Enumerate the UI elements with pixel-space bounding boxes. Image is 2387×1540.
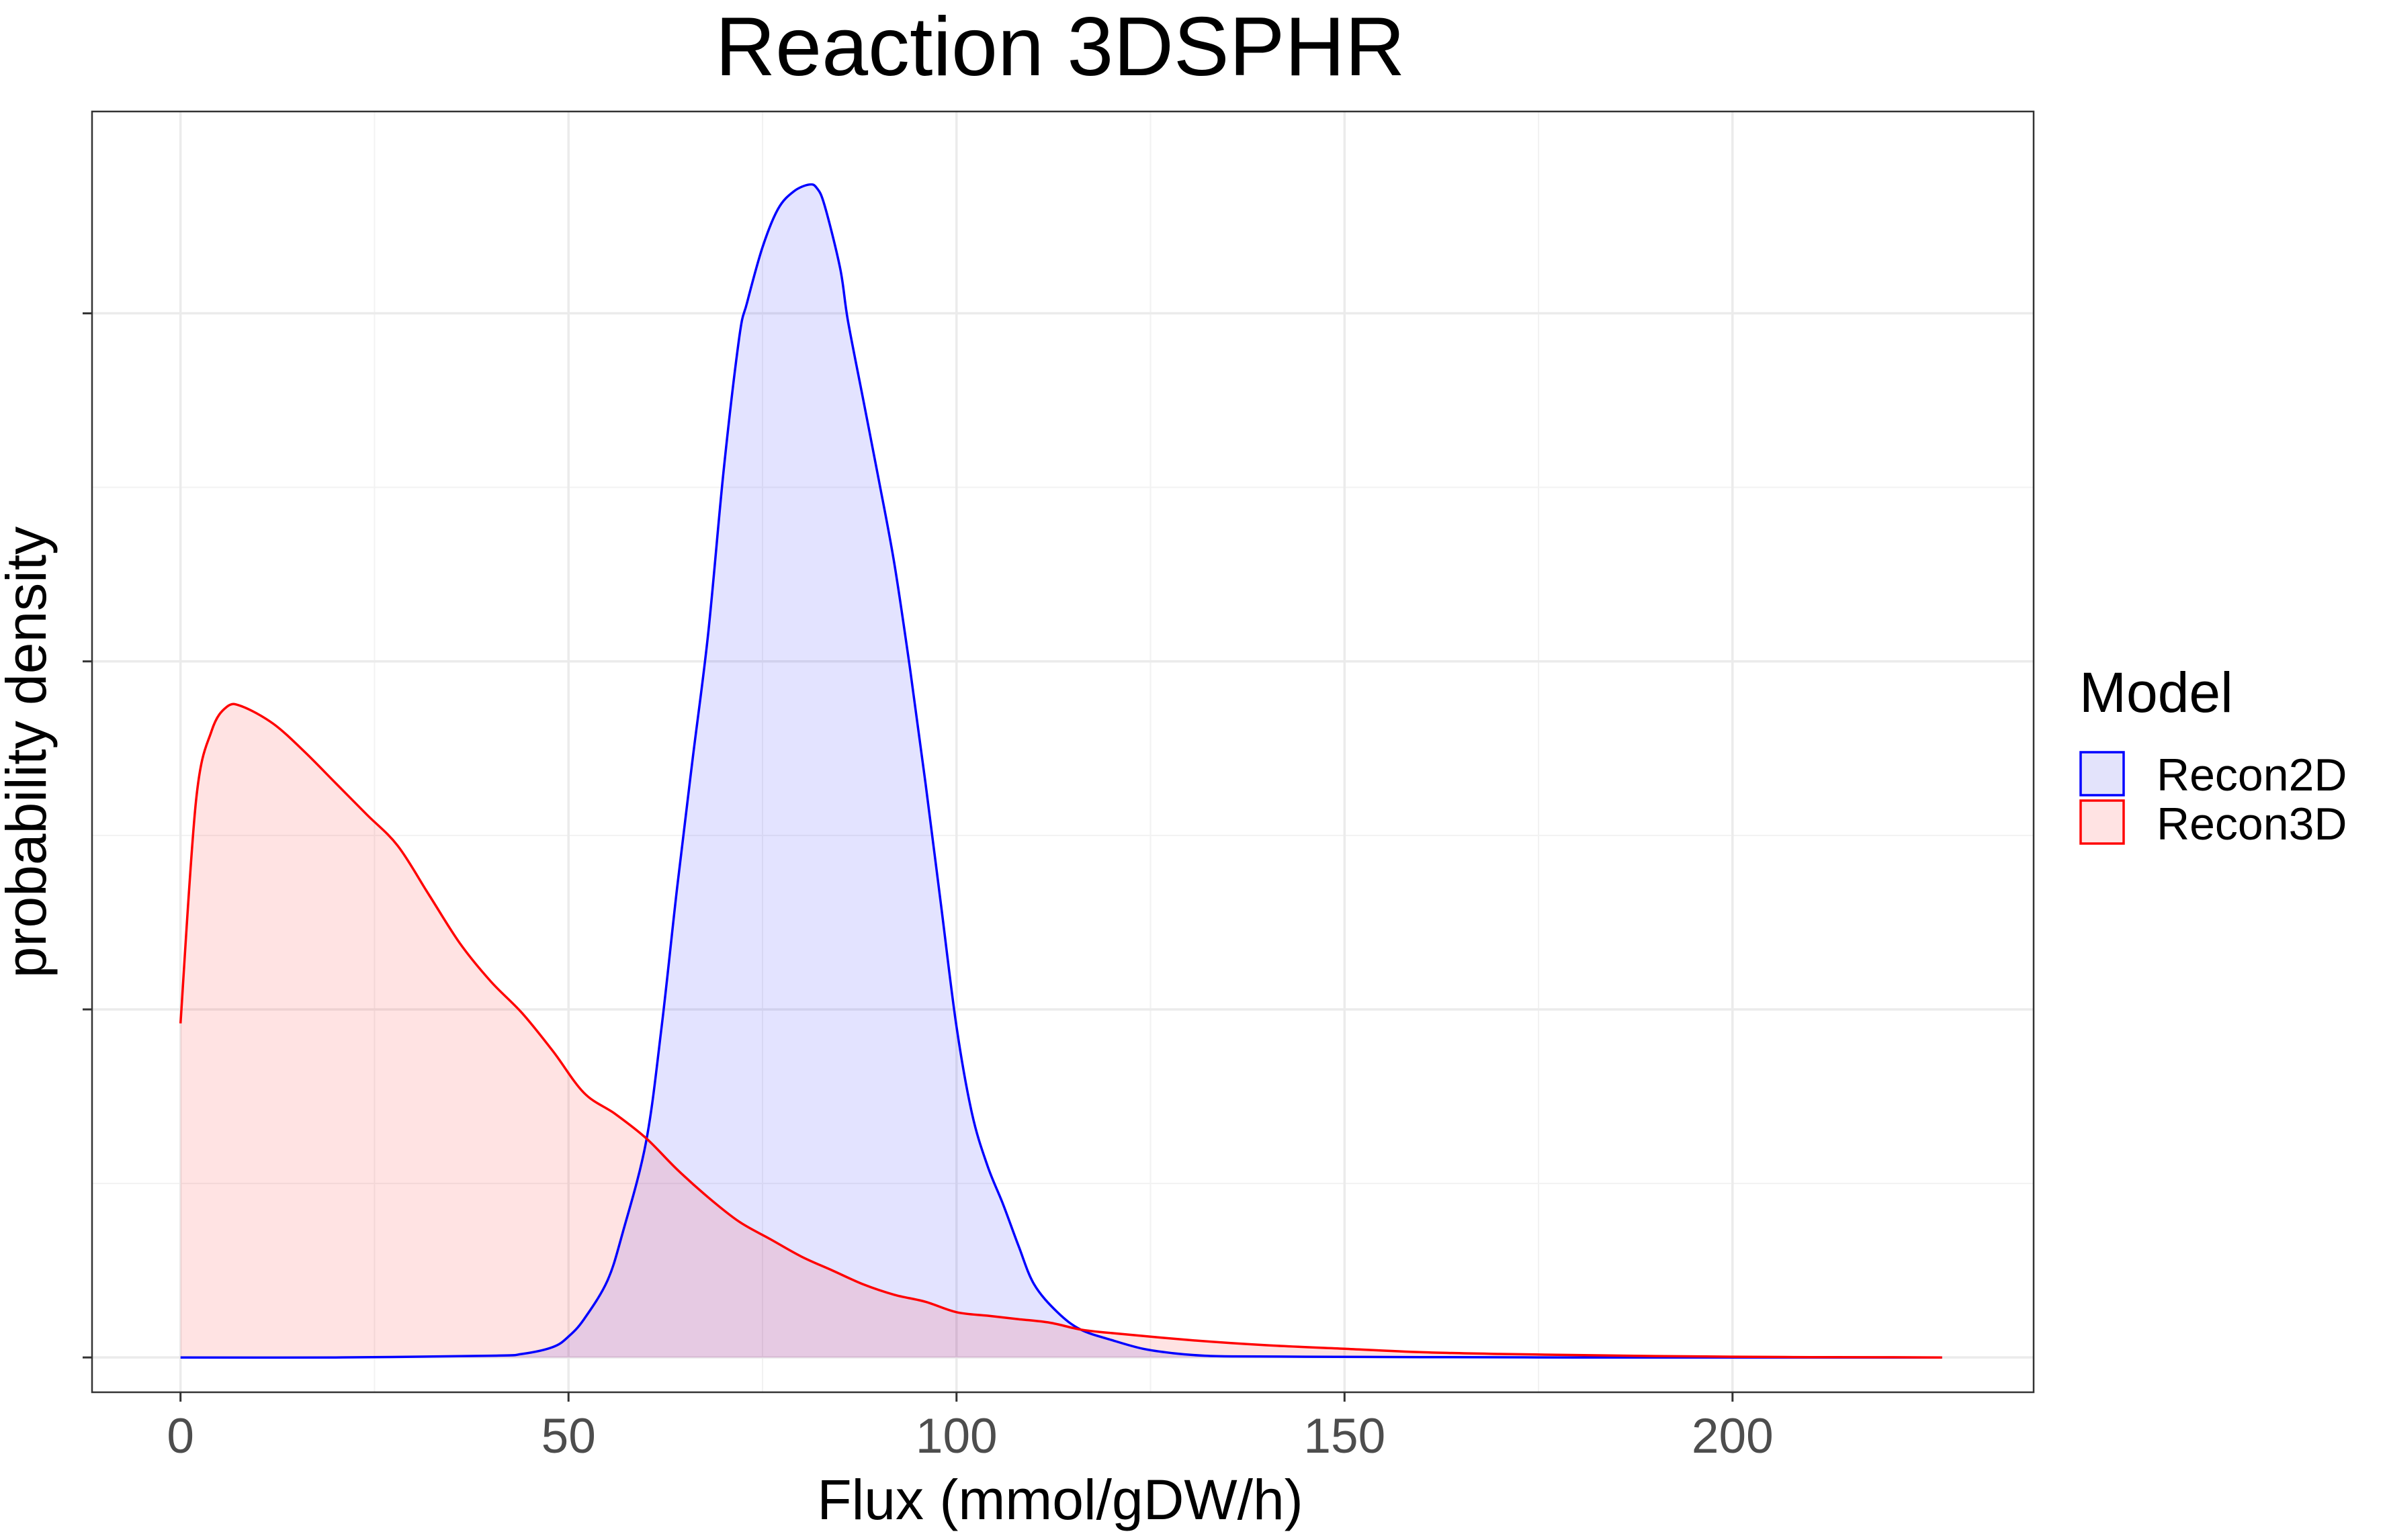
density-lines xyxy=(179,183,1942,1359)
y-axis-title: probability density xyxy=(0,527,58,978)
chart-title: Reaction 3DSPHR xyxy=(715,1,1405,93)
plot-panel xyxy=(92,111,2034,1392)
x-tick-label: 0 xyxy=(167,1409,194,1463)
x-axis: 0 50 100 150 200 xyxy=(167,1392,1774,1463)
density-areas xyxy=(180,184,1942,1358)
legend: Model Recon2D Recon3D xyxy=(2079,661,2347,850)
legend-key-recon2d xyxy=(2079,751,2125,797)
x-axis-title: Flux (mmol/gDW/h) xyxy=(817,1468,1303,1531)
x-tick-label: 200 xyxy=(1692,1409,1774,1463)
legend-label-recon3d: Recon3D xyxy=(2157,799,2347,850)
x-tick-label: 50 xyxy=(541,1409,596,1463)
legend-key-recon3d xyxy=(2079,799,2125,845)
x-tick-label: 150 xyxy=(1303,1409,1385,1463)
minor-gridlines xyxy=(92,111,2034,1392)
panel-border xyxy=(91,110,2035,1394)
density-line-recon2d xyxy=(180,183,1942,1359)
density-line-recon3d xyxy=(179,703,1942,1359)
legend-title: Model xyxy=(2079,661,2233,724)
x-tick-label: 100 xyxy=(916,1409,998,1463)
y-axis xyxy=(83,312,92,1359)
density-area-recon3d xyxy=(180,704,1942,1358)
legend-item-recon2d: Recon2D xyxy=(2079,750,2347,801)
legend-item-recon3d: Recon3D xyxy=(2079,799,2347,850)
legend-label-recon2d: Recon2D xyxy=(2157,750,2347,801)
